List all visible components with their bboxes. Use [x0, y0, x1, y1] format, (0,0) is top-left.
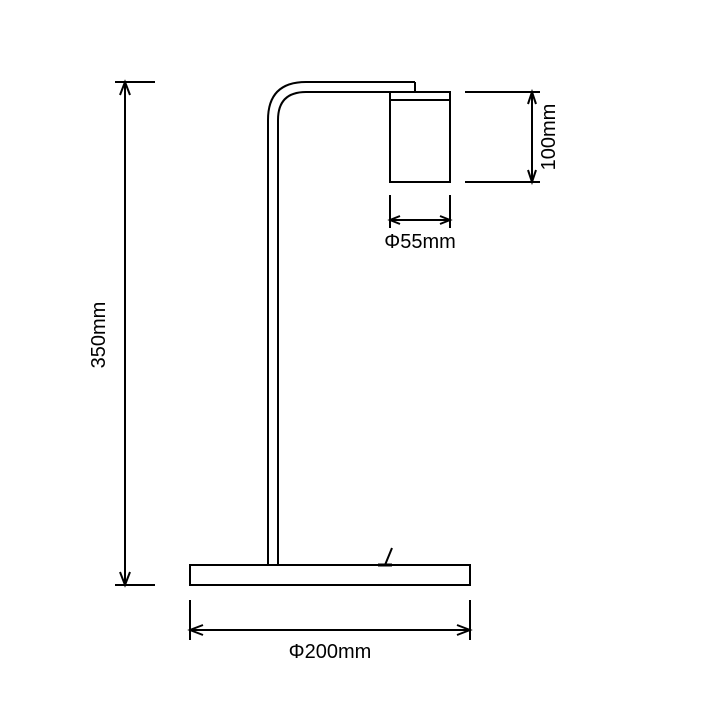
switch-lever [385, 548, 392, 565]
pole-bend-inner [278, 92, 306, 120]
label-shade-diameter: Φ55mm [384, 231, 456, 253]
dim-total-height [115, 82, 155, 585]
pole-bend-outer [268, 82, 306, 120]
lamp-technical-drawing: 350mm Φ200mm Φ55mm 100mm [0, 0, 720, 720]
dim-base-diameter [190, 600, 470, 640]
dim-shade-height [465, 92, 540, 182]
label-base-diameter: Φ200mm [289, 641, 372, 663]
lamp-shade [390, 92, 450, 182]
dim-shade-diameter [390, 195, 450, 228]
label-total-height: 350mm [88, 302, 110, 369]
lamp-base [190, 565, 470, 585]
label-shade-height: 100mm [538, 104, 560, 171]
